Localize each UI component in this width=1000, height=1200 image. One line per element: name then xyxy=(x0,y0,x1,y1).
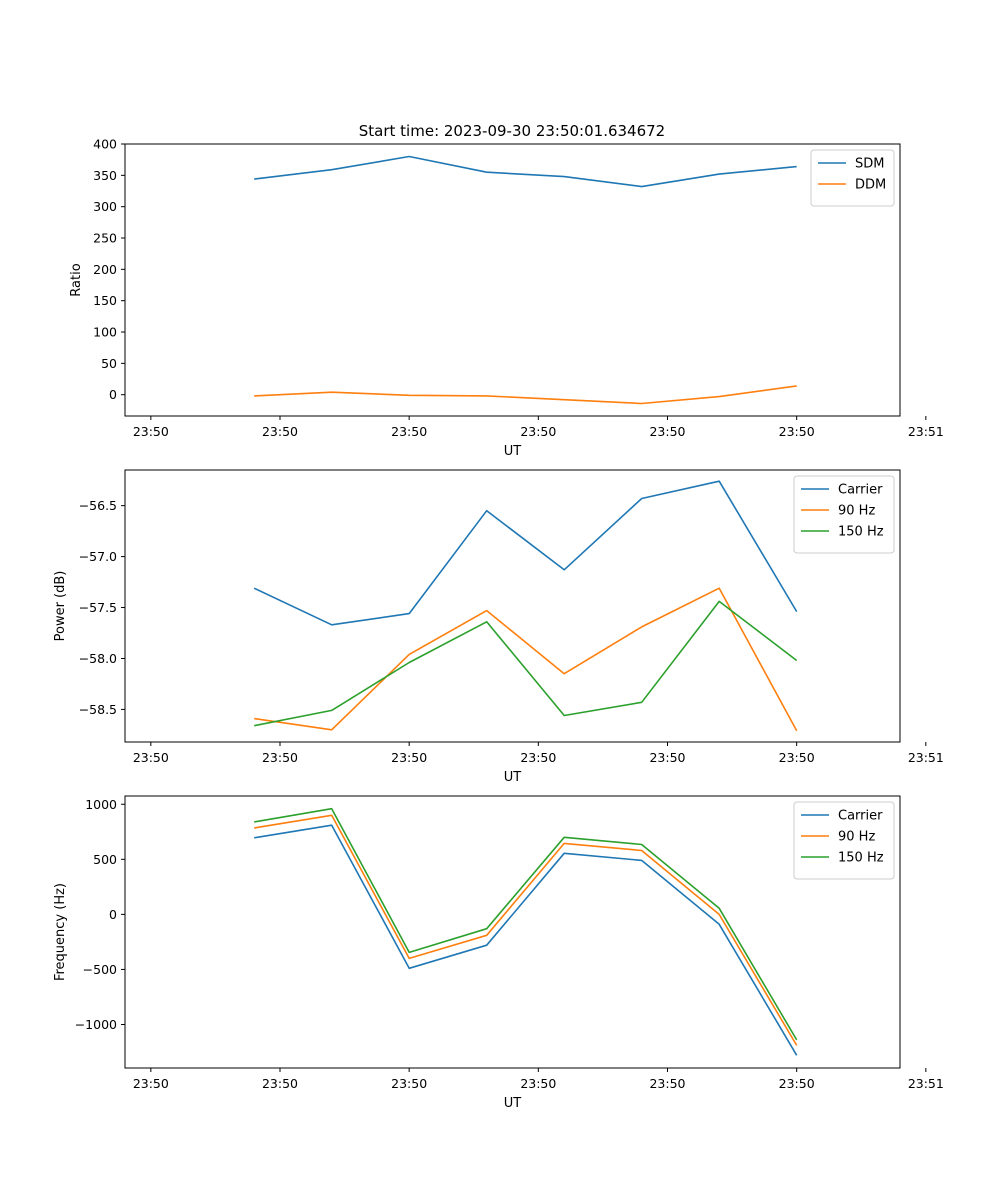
x-tick-label: 23:50 xyxy=(133,424,169,439)
series-line-ddm xyxy=(254,385,797,405)
y-tick-label: −57.5 xyxy=(79,600,117,615)
y-axis-label: Power (dB) xyxy=(53,571,68,642)
y-tick-label: −58.5 xyxy=(79,702,117,717)
x-tick-label: 23:50 xyxy=(133,1076,169,1091)
x-tick-label: 23:50 xyxy=(520,750,556,765)
x-tick-label: 23:50 xyxy=(520,424,556,439)
legend-entry: Carrier xyxy=(838,483,883,498)
series-line-150-hz xyxy=(254,600,798,727)
y-tick-label: 50 xyxy=(101,356,117,371)
legend-entry: 150 Hz xyxy=(838,851,884,866)
x-tick-label: 23:50 xyxy=(262,424,298,439)
legend-box xyxy=(810,149,895,207)
x-axis-label: UT xyxy=(504,1096,522,1111)
y-tick-label: 0 xyxy=(109,387,117,402)
y-tick-label: −1000 xyxy=(75,1017,117,1032)
y-tick-label: 150 xyxy=(93,293,117,308)
legend-entry: DDM xyxy=(855,178,886,193)
series-line-90-hz xyxy=(254,587,798,732)
x-tick-label: 23:50 xyxy=(649,750,685,765)
y-axis-label: Frequency (Hz) xyxy=(53,883,68,981)
y-axis-label: Ratio xyxy=(69,263,84,296)
series-line-90-hz xyxy=(254,814,798,1046)
legend-entry: 150 Hz xyxy=(838,525,884,540)
x-axis-label: UT xyxy=(504,770,522,785)
y-tick-label: −57.0 xyxy=(79,549,117,564)
x-tick-label: 23:51 xyxy=(908,424,944,439)
x-tick-label: 23:50 xyxy=(779,424,815,439)
y-tick-label: 350 xyxy=(93,168,117,183)
axes-frame xyxy=(124,795,901,1069)
x-tick-label: 23:50 xyxy=(779,750,815,765)
subplot-2: 23:50 23:50 23:50 23:50 23:50 23:50 23:51 −58.5… xyxy=(53,469,944,785)
x-tick-label: 23:50 xyxy=(520,1076,556,1091)
x-axis-label: UT xyxy=(504,444,522,459)
x-tick-label: 23:51 xyxy=(908,1076,944,1091)
y-tick-label: 300 xyxy=(93,199,117,214)
y-tick-label: −500 xyxy=(83,962,117,977)
y-tick-label: 200 xyxy=(93,262,117,277)
legend: Carrier 90 Hz 150 Hz xyxy=(793,475,895,554)
y-tick-label: −58.0 xyxy=(79,651,117,666)
figure-title: Start time: 2023-09-30 23:50:01.634672 xyxy=(359,122,665,140)
legend: Carrier 90 Hz 150 Hz xyxy=(793,801,895,880)
y-tick-label: 250 xyxy=(93,231,117,246)
x-tick-label: 23:50 xyxy=(262,1076,298,1091)
subplot-1: 23:50 23:50 23:50 23:50 23:50 23:50 23:51 0 50 10… xyxy=(69,137,944,460)
y-tick-label: 500 xyxy=(93,852,117,867)
x-tick-label: 23:50 xyxy=(133,750,169,765)
legend: SDM DDM xyxy=(810,149,895,207)
x-tick-label: 23:50 xyxy=(649,1076,685,1091)
series-line-carrier xyxy=(254,824,798,1056)
y-tick-label: 0 xyxy=(109,907,117,922)
x-tick-label: 23:50 xyxy=(779,1076,815,1091)
legend-box xyxy=(793,801,895,880)
x-tick-label: 23:50 xyxy=(649,424,685,439)
x-tick-label: 23:50 xyxy=(391,1076,427,1091)
legend-entry: 90 Hz xyxy=(838,830,875,845)
subplot-3: 23:50 23:50 23:50 23:50 23:50 23:50 23:51 −1000… xyxy=(53,795,944,1111)
x-tick-label: 23:51 xyxy=(908,750,944,765)
x-tick-label: 23:50 xyxy=(391,750,427,765)
legend-entry: 90 Hz xyxy=(838,504,875,519)
x-tick-label: 23:50 xyxy=(262,750,298,765)
y-tick-label: 400 xyxy=(93,137,117,152)
series-line-150-hz xyxy=(254,807,798,1041)
legend-entry: SDM xyxy=(855,157,884,172)
series-line-carrier xyxy=(253,480,798,626)
legend-box xyxy=(793,475,895,554)
legend-entry: Carrier xyxy=(838,809,883,824)
axes-frame xyxy=(124,143,901,417)
axes-frame xyxy=(124,469,901,743)
y-tick-label: −56.5 xyxy=(79,498,117,513)
series-line-sdm xyxy=(254,155,797,188)
x-tick-label: 23:50 xyxy=(391,424,427,439)
y-tick-label: 1000 xyxy=(85,797,117,812)
y-tick-label: 100 xyxy=(93,325,117,340)
